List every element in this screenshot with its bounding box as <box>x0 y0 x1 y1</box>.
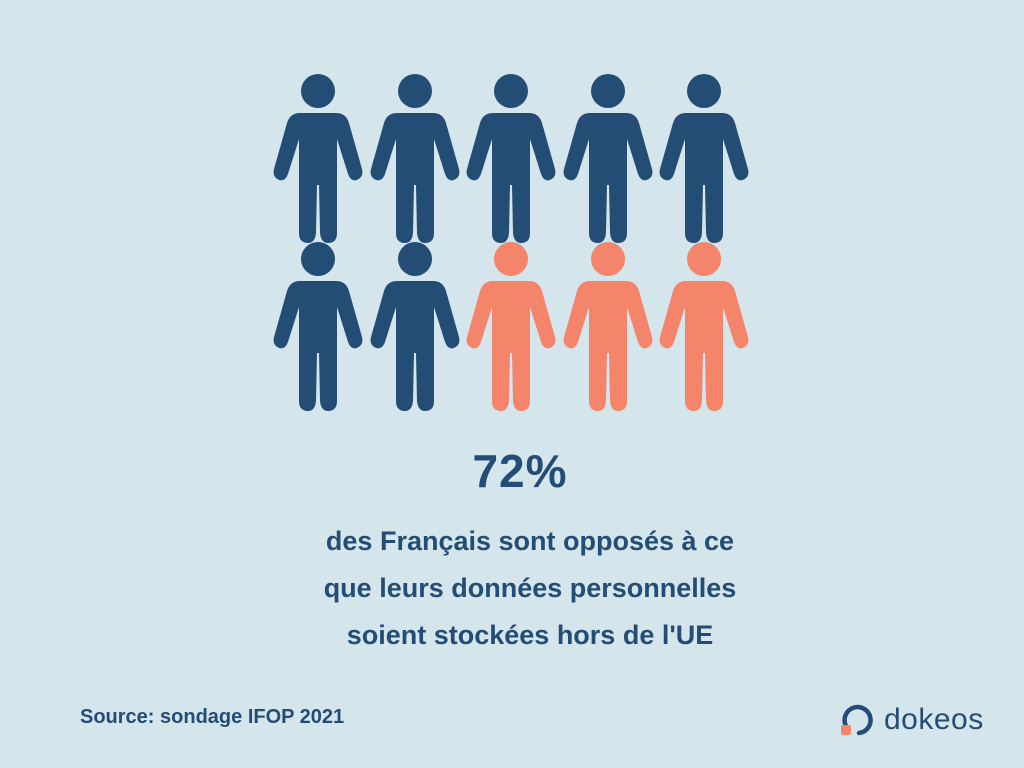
person-icon <box>273 73 363 243</box>
stat-caption-line: soient stockées hors de l'UE <box>346 620 714 650</box>
person-icon <box>273 241 363 411</box>
person-icon-highlighted <box>659 241 749 411</box>
brand-logo: dokeos <box>838 700 984 740</box>
person-icon-highlighted <box>563 241 653 411</box>
brand-name: dokeos <box>884 703 984 736</box>
people-pictogram <box>273 73 749 411</box>
stat-percentage: 72% <box>472 445 568 497</box>
person-icon <box>466 73 556 243</box>
stat-caption-line: des Français sont opposés à ce <box>325 526 735 556</box>
stat-caption-line: que leurs données personnelles <box>323 573 737 603</box>
person-icon <box>370 73 460 243</box>
person-icon-highlighted <box>466 241 556 411</box>
person-icon <box>659 73 749 243</box>
person-icon <box>370 241 460 411</box>
person-icon <box>563 73 653 243</box>
source-note: Source: sondage IFOP 2021 <box>80 706 345 728</box>
dokeos-logo-icon <box>838 702 874 738</box>
stat-caption: des Français sont opposés à ce que leurs… <box>0 518 1024 659</box>
